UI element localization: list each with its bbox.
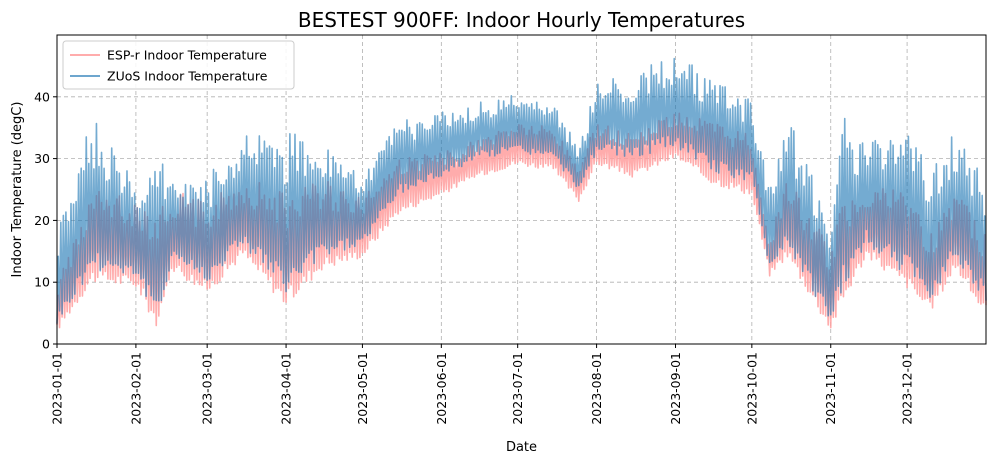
legend: ESP-r Indoor Temperature ZUoS Indoor Tem… [62,40,295,90]
legend-label-esp-r: ESP-r Indoor Temperature [107,48,267,63]
series-layer [56,57,987,329]
legend-box [62,40,295,90]
series-line-zuos [56,57,987,324]
legend-label-zuos: ZUoS Indoor Temperature [107,69,268,84]
x-tick-label: 2023-12-01 [900,352,915,425]
y-tick-label: 10 [34,275,50,290]
x-tick-label: 2023-04-01 [279,352,294,425]
x-tick-label: 2023-01-01 [50,352,65,425]
chart-title: BESTEST 900FF: Indoor Hourly Temperature… [298,8,745,32]
x-tick-label: 2023-07-01 [510,352,525,425]
plot-frame [56,34,987,345]
x-tick-label: 2023-02-01 [128,352,143,425]
ticks: 0 10 20 30 40 2023-01-01 2023-02-01 2023-03-01 2… [34,89,915,424]
x-tick-label: 2023-09-01 [668,352,683,425]
x-tick-label: 2023-05-01 [355,352,370,425]
x-tick-label: 2023-06-01 [434,352,449,425]
y-tick-label: 40 [34,89,50,104]
y-tick-label: 0 [42,337,50,352]
x-tick-label: 2023-10-01 [744,352,759,425]
x-axis-label: Date [506,440,537,455]
y-tick-label: 30 [34,151,50,166]
y-axis-label: Indoor Temperature (degC) [10,102,25,278]
y-tick-label: 20 [34,213,50,228]
x-tick-label: 2023-08-01 [589,352,604,425]
x-tick-label: 2023-03-01 [200,352,215,425]
x-tick-label: 2023-11-01 [823,352,838,425]
